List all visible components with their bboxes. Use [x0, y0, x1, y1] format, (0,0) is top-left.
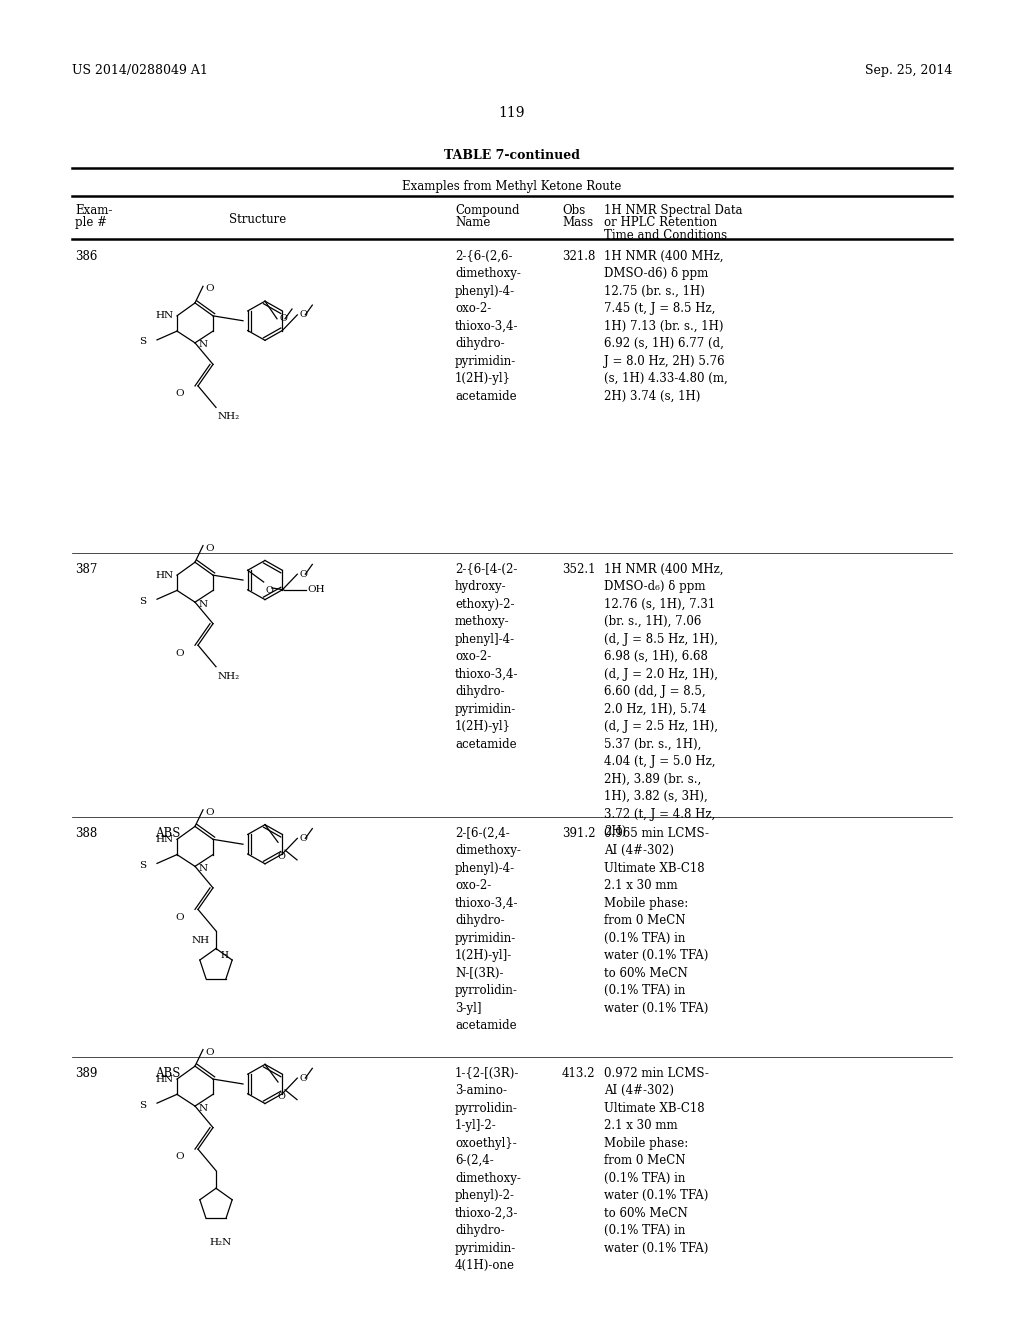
Text: S: S	[139, 338, 146, 346]
Text: 1H NMR Spectral Data: 1H NMR Spectral Data	[604, 203, 742, 216]
Text: N: N	[199, 1104, 208, 1113]
Text: Structure: Structure	[229, 214, 287, 226]
Text: O: O	[299, 310, 307, 319]
Text: H₂N: H₂N	[210, 1238, 232, 1247]
Text: US 2014/0288049 A1: US 2014/0288049 A1	[72, 63, 208, 77]
Text: ABS: ABS	[155, 826, 180, 840]
Text: O: O	[176, 648, 184, 657]
Text: O: O	[205, 1048, 214, 1056]
Text: 321.8: 321.8	[562, 249, 595, 263]
Text: 119: 119	[499, 106, 525, 120]
Text: ABS: ABS	[155, 1067, 180, 1080]
Text: O: O	[278, 1092, 285, 1101]
Text: 2-[6-(2,4-
dimethoxy-
phenyl)-4-
oxo-2-
thioxo-3,4-
dihydro-
pyrimidin-
1(2H)-yl: 2-[6-(2,4- dimethoxy- phenyl)-4- oxo-2- …	[455, 826, 521, 1032]
Text: 391.2: 391.2	[562, 826, 596, 840]
Text: N: N	[199, 863, 208, 873]
Text: HN: HN	[156, 834, 174, 843]
Text: or HPLC Retention: or HPLC Retention	[604, 216, 717, 230]
Text: TABLE 7-continued: TABLE 7-continued	[444, 149, 580, 162]
Text: HN: HN	[156, 570, 174, 579]
Text: 0.965 min LCMS-
AI (4#-302)
Ultimate XB-C18
2.1 x 30 mm
Mobile phase:
from 0 MeC: 0.965 min LCMS- AI (4#-302) Ultimate XB-…	[604, 826, 709, 1015]
Text: NH: NH	[191, 936, 210, 945]
Text: Compound: Compound	[455, 203, 519, 216]
Text: 1H NMR (400 MHz,
DMSO-d6) δ ppm
12.75 (br. s., 1H)
7.45 (t, J = 8.5 Hz,
1H) 7.13: 1H NMR (400 MHz, DMSO-d6) δ ppm 12.75 (b…	[604, 249, 728, 403]
Text: O: O	[205, 544, 214, 553]
Text: HN: HN	[156, 312, 174, 321]
Text: Examples from Methyl Ketone Route: Examples from Methyl Ketone Route	[402, 180, 622, 193]
Text: 386: 386	[75, 249, 97, 263]
Text: S: S	[139, 1101, 146, 1110]
Text: O: O	[299, 570, 307, 578]
Text: O: O	[279, 314, 287, 323]
Text: O: O	[176, 389, 184, 399]
Text: O: O	[299, 1073, 307, 1082]
Text: HN: HN	[156, 1074, 174, 1084]
Text: NH₂: NH₂	[218, 412, 241, 421]
Text: Name: Name	[455, 216, 490, 230]
Text: 352.1: 352.1	[562, 562, 596, 576]
Text: S: S	[139, 597, 146, 606]
Text: ple #: ple #	[75, 216, 106, 230]
Text: Exam-: Exam-	[75, 203, 113, 216]
Text: 2-{6-(2,6-
dimethoxy-
phenyl)-4-
oxo-2-
thioxo-3,4-
dihydro-
pyrimidin-
1(2H)-yl: 2-{6-(2,6- dimethoxy- phenyl)-4- oxo-2- …	[455, 249, 521, 403]
Text: 413.2: 413.2	[562, 1067, 596, 1080]
Text: 389: 389	[75, 1067, 97, 1080]
Text: 2-{6-[4-(2-
hydroxy-
ethoxy)-2-
methoxy-
phenyl]-4-
oxo-2-
thioxo-3,4-
dihydro-
: 2-{6-[4-(2- hydroxy- ethoxy)-2- methoxy-…	[455, 562, 518, 751]
Text: OH: OH	[307, 585, 326, 594]
Text: NH₂: NH₂	[218, 672, 241, 681]
Text: O: O	[299, 834, 307, 843]
Text: O: O	[176, 1152, 184, 1162]
Text: N: N	[199, 341, 208, 350]
Text: Obs: Obs	[562, 203, 586, 216]
Text: 387: 387	[75, 562, 97, 576]
Text: 0.972 min LCMS-
AI (4#-302)
Ultimate XB-C18
2.1 x 30 mm
Mobile phase:
from 0 MeC: 0.972 min LCMS- AI (4#-302) Ultimate XB-…	[604, 1067, 709, 1254]
Text: N: N	[199, 599, 208, 609]
Text: O: O	[278, 853, 285, 861]
Text: O: O	[176, 912, 184, 921]
Text: O: O	[205, 808, 214, 817]
Text: Time and Conditions: Time and Conditions	[604, 228, 727, 242]
Text: Mass: Mass	[562, 216, 593, 230]
Text: 388: 388	[75, 826, 97, 840]
Text: O: O	[265, 586, 273, 595]
Text: H: H	[220, 952, 228, 961]
Text: 1-{2-[(3R)-
3-amino-
pyrrolidin-
1-yl]-2-
oxoethyl}-
6-(2,4-
dimethoxy-
phenyl)-: 1-{2-[(3R)- 3-amino- pyrrolidin- 1-yl]-2…	[455, 1067, 521, 1272]
Text: Sep. 25, 2014: Sep. 25, 2014	[864, 63, 952, 77]
Text: S: S	[139, 861, 146, 870]
Text: 1H NMR (400 MHz,
DMSO-d₆) δ ppm
12.76 (s, 1H), 7.31
(br. s., 1H), 7.06
(d, J = 8: 1H NMR (400 MHz, DMSO-d₆) δ ppm 12.76 (s…	[604, 562, 724, 838]
Text: O: O	[205, 284, 214, 293]
